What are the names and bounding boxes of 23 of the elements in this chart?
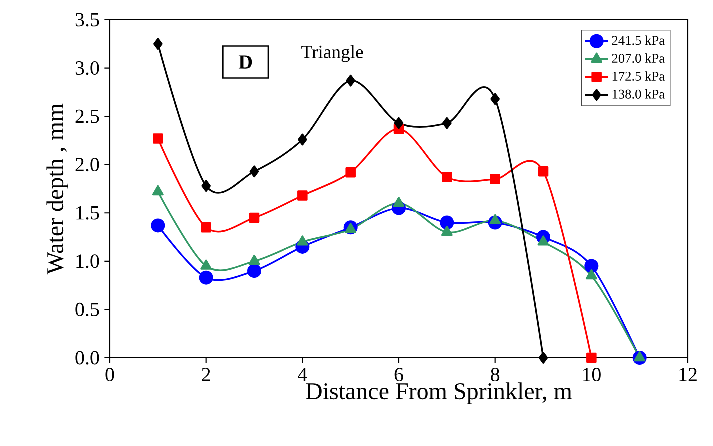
y-tick-label: 1.5 [76, 206, 100, 220]
y-tick-label: 2.0 [76, 158, 100, 172]
y-tick-label: 3.0 [76, 61, 100, 76]
x-tick-label: 6 [394, 368, 404, 382]
x-tick-label: 0 [106, 368, 114, 382]
y-tick-label: 2.5 [76, 110, 100, 124]
x-tick-label: 2 [202, 368, 210, 382]
x-tick-label: 12 [680, 368, 697, 382]
legend-label: 138.0 kPa [612, 89, 665, 99]
y-axis-title: Water depth , mm [46, 104, 68, 275]
y-tick-label: 0.0 [76, 351, 100, 365]
legend-label: 241.5 kPa [612, 36, 665, 46]
x-tick-label: 4 [298, 368, 308, 382]
x-tick-label: 8 [491, 368, 500, 382]
x-axis-title: Distance From Sprinkler, m [306, 382, 572, 404]
y-tick-label: 3.5 [76, 13, 100, 27]
annotation: D [238, 56, 252, 69]
y-tick-label: 0.5 [76, 302, 100, 317]
y-tick-label: 1.0 [76, 254, 100, 268]
x-tick-label: 10 [583, 368, 601, 382]
legend-label: 207.0 kPa [612, 54, 665, 64]
legend-label: 172.5 kPa [612, 72, 665, 82]
annotation: Triangle [302, 45, 364, 62]
